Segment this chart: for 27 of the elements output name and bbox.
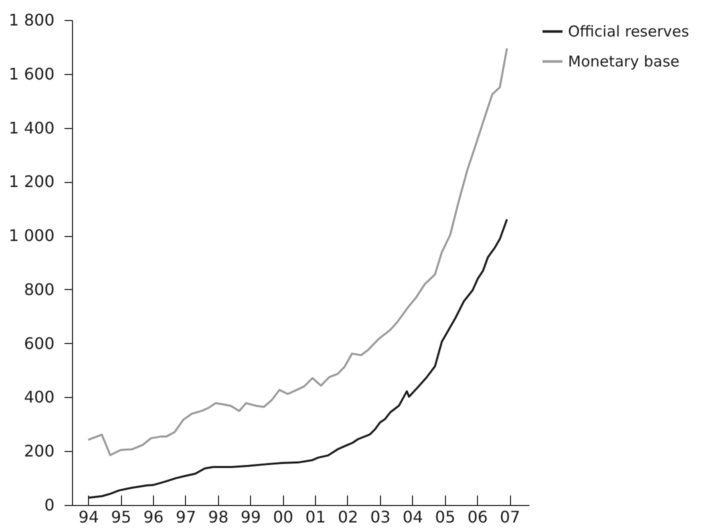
x-tick-label: 96 <box>143 508 164 526</box>
x-tick-label: 04 <box>402 508 423 526</box>
x-tick-label: 06 <box>467 508 488 526</box>
y-tick-label: 400 <box>24 388 54 407</box>
y-tick-label: 1 600 <box>8 64 54 84</box>
y-tick-label: 200 <box>24 442 54 461</box>
legend-label: Official reserves <box>568 22 690 40</box>
x-tick-label: 94 <box>78 508 99 526</box>
x-tick-label: 00 <box>272 508 294 526</box>
y-tick-label: 1 200 <box>8 172 54 192</box>
legend-label: Monetary base <box>568 52 680 70</box>
y-tick-label: 1 000 <box>8 226 54 246</box>
x-tick-label: 98 <box>208 508 229 526</box>
x-tick-label: 95 <box>110 508 132 526</box>
y-tick-label: 1 400 <box>8 118 54 138</box>
x-tick-label: 07 <box>500 508 520 526</box>
x-tick-label: 97 <box>176 508 196 526</box>
x-tick-label: 99 <box>240 508 261 526</box>
x-tick-label: 03 <box>370 508 391 526</box>
y-tick-label: 800 <box>24 280 54 299</box>
y-tick-label: 0 <box>44 496 54 514</box>
line-series <box>87 47 508 456</box>
y-tick-label: 600 <box>24 334 54 353</box>
y-tick-label: 1 800 <box>8 10 54 30</box>
x-tick-label: 05 <box>435 508 456 526</box>
x-tick-label: 01 <box>305 508 326 526</box>
x-tick-label: 02 <box>338 508 358 526</box>
